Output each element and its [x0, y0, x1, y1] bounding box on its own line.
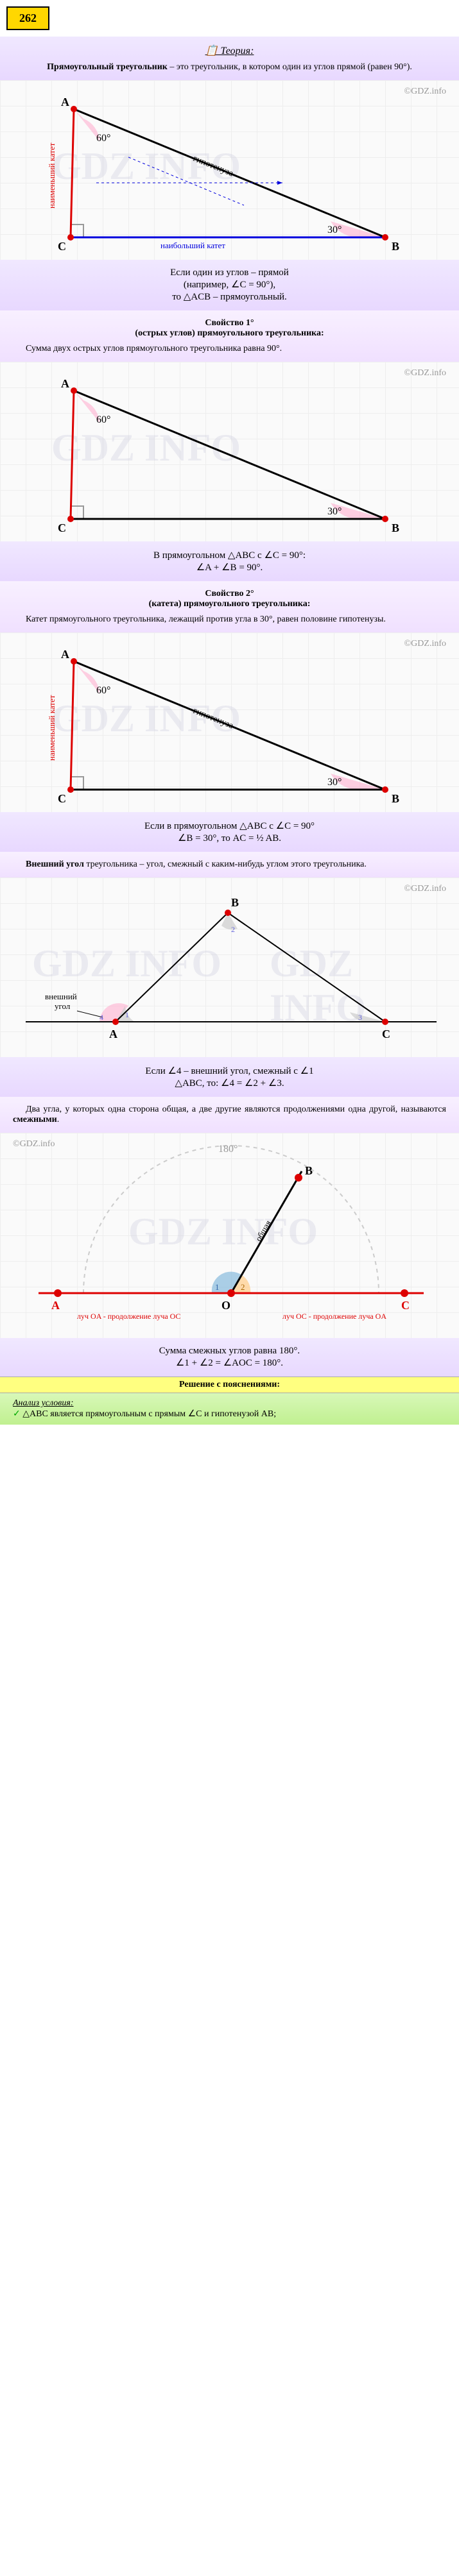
theory-header: Теория: Прямоугольный треугольник – это …	[0, 37, 459, 80]
svg-text:B: B	[305, 1164, 313, 1177]
svg-text:гипотенуза: гипотенуза	[192, 154, 236, 179]
analysis-item: ✓ △ABC является прямоугольным с прямым ∠…	[13, 1409, 446, 1419]
svg-text:A: A	[61, 377, 69, 390]
svg-text:угол: угол	[55, 1001, 71, 1011]
svg-text:общая: общая	[254, 1219, 273, 1243]
watermark: ©GDZ.info	[404, 368, 446, 378]
adjacent-def: Два угла, у которых одна сторона общая, …	[0, 1097, 459, 1133]
watermark: ©GDZ.info	[13, 1139, 55, 1149]
svg-text:B: B	[231, 896, 239, 909]
svg-text:1: 1	[215, 1282, 220, 1292]
svg-text:B: B	[392, 240, 399, 253]
svg-text:A: A	[109, 1028, 117, 1040]
svg-text:30°: 30°	[327, 225, 342, 235]
analysis-label: Анализ условия:	[13, 1398, 446, 1409]
svg-text:O: O	[221, 1299, 230, 1312]
svg-text:B: B	[392, 521, 399, 534]
svg-text:наименьший катет: наименьший катет	[47, 695, 56, 761]
theory-definition: Прямоугольный треугольник – это треуголь…	[13, 62, 446, 72]
diagram-5: ©GDZ.info GDZ INFO A O C B 180° общая 1 …	[0, 1133, 459, 1338]
caption-4: Если ∠4 – внешний угол, смежный с ∠1△ABC…	[0, 1057, 459, 1097]
svg-text:A: A	[51, 1299, 60, 1312]
watermark: ©GDZ.info	[404, 87, 446, 97]
svg-text:3: 3	[358, 1013, 362, 1022]
task-number-badge: 262	[6, 6, 49, 30]
svg-text:наибольший катет: наибольший катет	[160, 241, 225, 250]
svg-text:C: C	[58, 240, 66, 253]
svg-text:30°: 30°	[327, 777, 342, 788]
theory-title: Теория:	[13, 44, 446, 57]
svg-text:2: 2	[231, 925, 235, 934]
svg-text:C: C	[58, 521, 66, 534]
solution-box: Анализ условия: ✓ △ABC является прямоуго…	[0, 1393, 459, 1425]
svg-text:внешний: внешний	[45, 992, 77, 1001]
svg-text:180°: 180°	[218, 1144, 238, 1155]
diagram-4: ©GDZ.info GDZ INFO GDZ INFO A B C внешни…	[0, 877, 459, 1057]
diagram-1: ©GDZ.info GDZ INFO A C B 60° 30° наимень…	[0, 80, 459, 260]
svg-text:гипотенуза: гипотенуза	[192, 706, 236, 731]
caption-1: Если один из углов – прямой(например, ∠C…	[0, 260, 459, 310]
svg-text:A: A	[61, 96, 69, 108]
svg-text:наименьший катет: наименьший катет	[47, 142, 56, 208]
svg-text:луч OA - продолжение луча OC: луч OA - продолжение луча OC	[77, 1312, 180, 1321]
svg-text:B: B	[392, 792, 399, 805]
svg-text:C: C	[382, 1028, 390, 1040]
solution-title: Решение с пояснениями:	[0, 1377, 459, 1393]
svg-text:60°: 60°	[96, 133, 110, 144]
svg-text:C: C	[401, 1299, 410, 1312]
diagram-2: ©GDZ.info GDZ INFO A C B 60° 30°	[0, 362, 459, 541]
svg-text:2: 2	[241, 1282, 245, 1292]
svg-text:C: C	[58, 792, 66, 805]
caption-2: В прямоугольном △ABC с ∠C = 90°:∠A + ∠B …	[0, 541, 459, 581]
watermark: ©GDZ.info	[404, 884, 446, 894]
svg-text:1: 1	[125, 1010, 129, 1019]
svg-text:луч OC - продолжение луча OA: луч OC - продолжение луча OA	[282, 1312, 386, 1321]
svg-text:60°: 60°	[96, 414, 110, 425]
caption-5: Сумма смежных углов равна 180°.∠1 + ∠2 =…	[0, 1338, 459, 1377]
svg-text:4: 4	[100, 1013, 103, 1022]
svg-text:60°: 60°	[96, 685, 110, 696]
svg-text:30°: 30°	[327, 506, 342, 517]
property-1: Свойство 1°(острых углов) прямоугольного…	[0, 310, 459, 362]
diagram-3: ©GDZ.info GDZ INFO A C B 60° 30° наимень…	[0, 632, 459, 812]
svg-text:A: A	[61, 648, 69, 661]
caption-3: Если в прямоугольном △ABC с ∠C = 90°∠B =…	[0, 812, 459, 852]
property-2: Свойство 2°(катета) прямоугольного треуг…	[0, 581, 459, 632]
watermark: ©GDZ.info	[404, 639, 446, 649]
external-angle-def: Внешний угол треугольника – угол, смежны…	[0, 852, 459, 877]
